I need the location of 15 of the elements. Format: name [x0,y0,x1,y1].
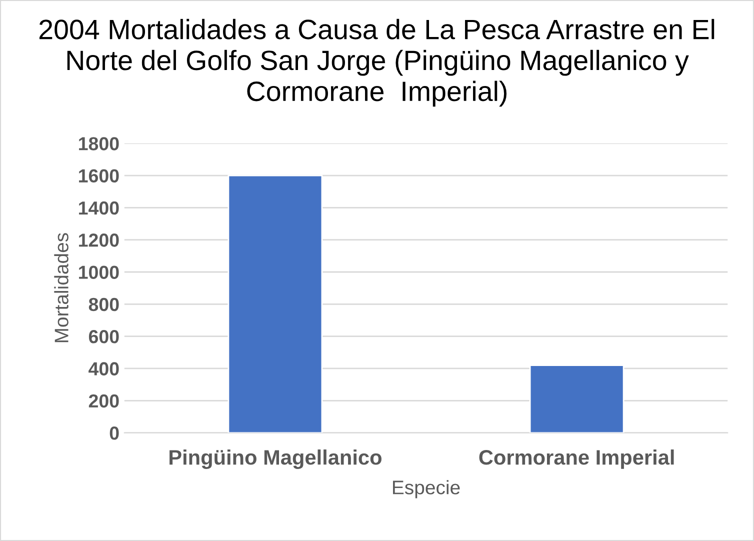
x-axis-title: Especie [393,480,460,498]
y-tick-label: 200 [88,394,119,408]
y-tick-label: 600 [88,330,119,344]
y-tick-label: 1000 [79,266,119,279]
y-tick-label: 1400 [79,201,119,215]
y-axis-title: Mortalidades [54,233,68,342]
y-tick-label: 1200 [79,234,119,247]
y-tick-label: 800 [88,298,119,312]
y-tick-label: 400 [88,362,119,376]
chart-title: 2004 Mortalidades a Causa de La Pesca Arrastre en El Norte del Golfo San Jorge (Pingüino Magellanico y Cormorane Imperial) [39,18,714,107]
y-tick-label: 1600 [79,169,119,183]
y-tick-label: 1800 [79,137,119,150]
x-tick-label: Cormorane Imperial [479,449,674,469]
x-tick-label: Pingüino Magellanico [170,449,382,469]
y-tick-label: 0 [110,426,119,440]
